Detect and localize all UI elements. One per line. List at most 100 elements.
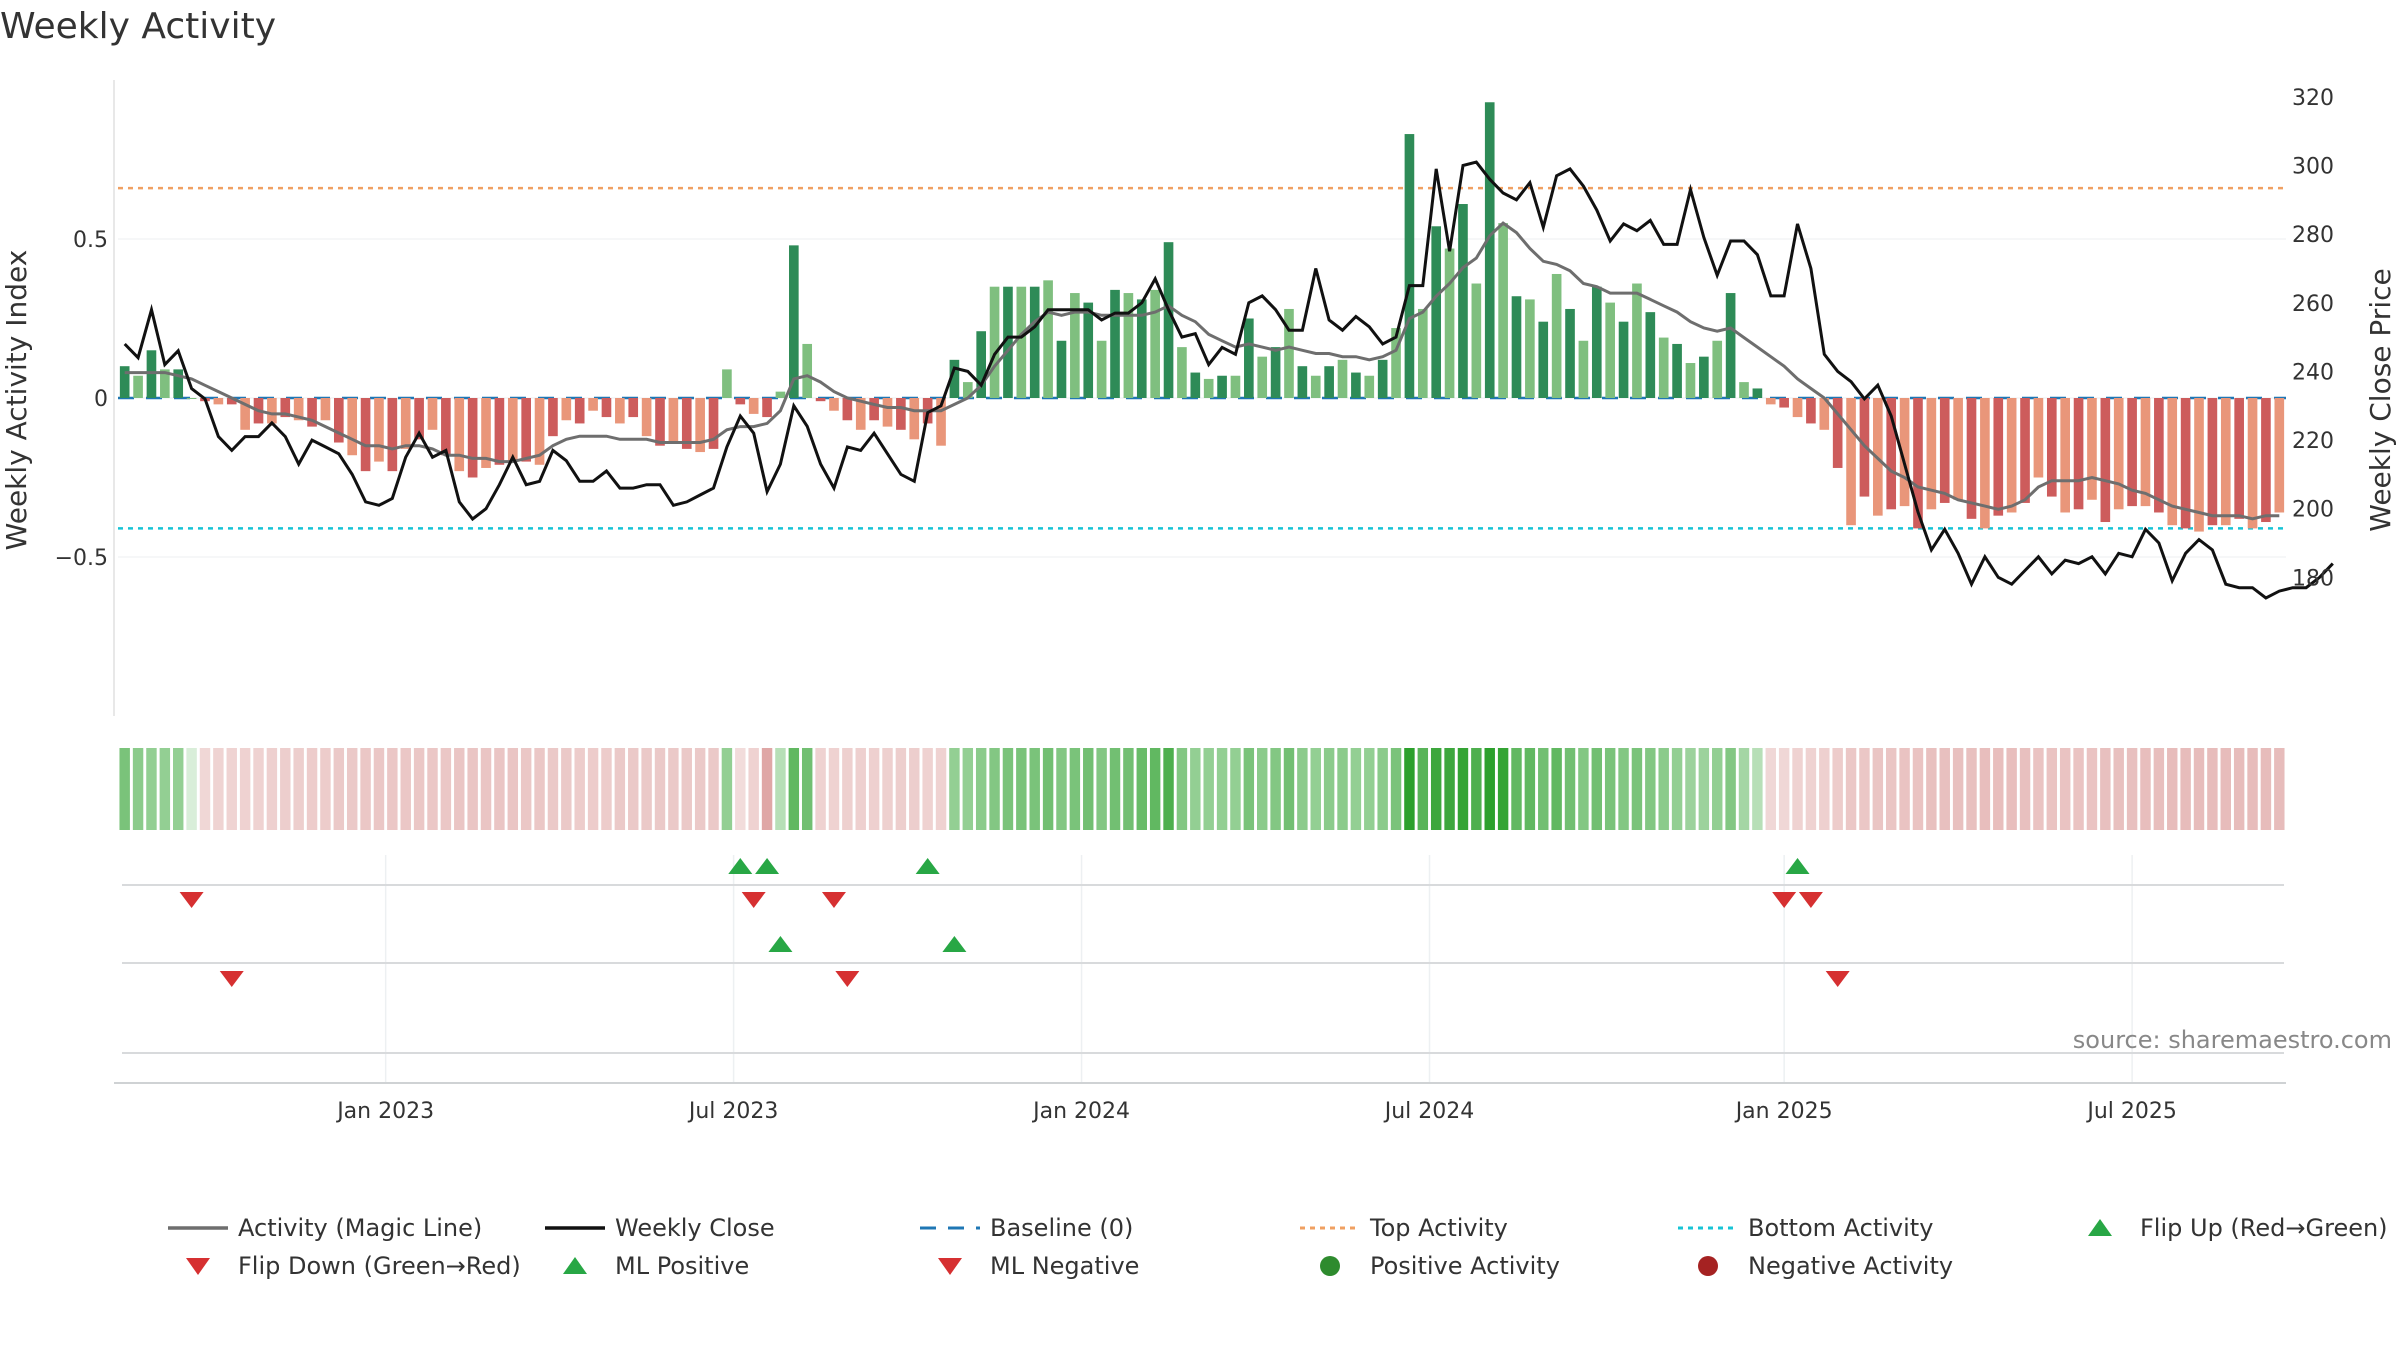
activity-bar (548, 398, 558, 437)
strip-cell (1404, 748, 1415, 830)
activity-bar (1980, 398, 1990, 529)
strip-cell (346, 748, 358, 830)
legend-item: Flip Down (Green→Red) (186, 1252, 521, 1280)
strip-cell (1738, 748, 1750, 830)
x-tick-label: Jul 2023 (687, 1099, 779, 1124)
strip-cell (213, 748, 224, 830)
activity-bar (293, 398, 304, 421)
activity-bar (1484, 102, 1495, 398)
legend-label: Activity (Magic Line) (238, 1214, 482, 1242)
strip-cell (400, 748, 411, 830)
activity-bar (2140, 398, 2151, 507)
strip-cell (1230, 748, 1241, 830)
strip-cell (119, 748, 130, 830)
strip-cell (1364, 748, 1375, 830)
activity-bar (1203, 378, 1214, 398)
strip-cell (1819, 748, 1830, 830)
activity-bar (1404, 134, 1415, 398)
magic-line-series (124, 221, 2280, 521)
activity-bar (387, 398, 398, 472)
strip-cell (2113, 748, 2124, 830)
strip-cell (1979, 748, 1991, 830)
strip-cell (2180, 748, 2191, 830)
strip-cell (333, 748, 345, 830)
strip-cell (601, 748, 612, 830)
strip-cell (1029, 748, 1040, 830)
strip-cell (561, 748, 572, 830)
strip-cell (1176, 748, 1188, 830)
ml-negative-marker (835, 971, 860, 987)
strip-cell (1136, 748, 1147, 830)
strip-cell (2193, 748, 2205, 830)
strip-cell (1778, 748, 1790, 830)
activity-bar (1177, 347, 1187, 398)
activity-bar (869, 398, 879, 421)
flip-down-marker (1772, 892, 1797, 908)
strip-cell (1631, 748, 1643, 830)
strip-cell (1417, 748, 1429, 830)
activity-bar (628, 398, 639, 418)
strip-cell (2019, 748, 2031, 830)
strip-cell (1444, 748, 1455, 830)
x-tick-label: Jan 2024 (1031, 1099, 1130, 1124)
strip-cell (2033, 748, 2044, 830)
y-right-tick-label: 180 (2292, 566, 2334, 591)
activity-bar (762, 398, 772, 418)
strip-cell (1497, 748, 1509, 830)
strip-cell (1698, 748, 1710, 830)
strip-cell (1645, 748, 1656, 830)
activity-bar (507, 398, 518, 462)
strip-cell (427, 748, 438, 830)
activity-bar (1003, 286, 1013, 398)
flip-down-marker (1798, 892, 1823, 908)
y-right-tick-label: 200 (2292, 498, 2334, 523)
y-axis-right-label: Weekly Close Price (2364, 268, 2397, 531)
activity-bar (1498, 223, 1508, 398)
weekly-close-series (123, 160, 2334, 600)
activity-bar (695, 398, 705, 453)
strip-cell (146, 748, 157, 830)
activity-bar (494, 398, 505, 465)
activity-bar (1123, 293, 1134, 398)
activity-bar (1752, 388, 1763, 398)
strip-cell (1658, 748, 1669, 830)
activity-bar (2113, 398, 2124, 510)
strip-cell (2207, 748, 2218, 830)
activity-bar (789, 245, 799, 398)
strip-cell (534, 748, 545, 830)
activity-bar (1070, 293, 1080, 398)
activity-bar (1645, 312, 1656, 398)
activity-bar (1846, 398, 1856, 526)
activity-bar (601, 398, 612, 418)
activity-bars (119, 102, 2285, 532)
strip-cell (654, 748, 666, 830)
activity-bar (347, 398, 358, 456)
legend-label: Flip Up (Red→Green) (2140, 1214, 2388, 1242)
flip-up-marker (1785, 858, 1810, 874)
activity-bar (1150, 289, 1160, 398)
strip-cell (1430, 748, 1442, 830)
strip-cell (1270, 748, 1281, 830)
strip-cell (480, 748, 492, 830)
strip-cell (1216, 748, 1228, 830)
ml-positive-marker (942, 936, 967, 952)
y-left-tick-label: 0.5 (73, 228, 108, 253)
activity-bar (320, 398, 331, 421)
activity-bar (1029, 286, 1040, 398)
activity-bar (2046, 398, 2057, 497)
activity-bar (1297, 366, 1308, 398)
y-right-tick-label: 240 (2292, 360, 2334, 385)
strip-cell (520, 748, 532, 830)
strip-cell (1551, 748, 1562, 830)
strip-cell (574, 748, 585, 830)
strip-cell (1083, 748, 1094, 830)
strip-cell (2046, 748, 2058, 830)
strip-cell (1912, 748, 1924, 830)
strip-cell (1471, 748, 1482, 830)
activity-bar (561, 398, 572, 421)
activity-bar (240, 398, 250, 430)
activity-bar (1230, 375, 1241, 398)
strip-cell (387, 748, 398, 830)
activity-bar (1953, 398, 1963, 500)
legend-label: ML Positive (615, 1252, 749, 1280)
